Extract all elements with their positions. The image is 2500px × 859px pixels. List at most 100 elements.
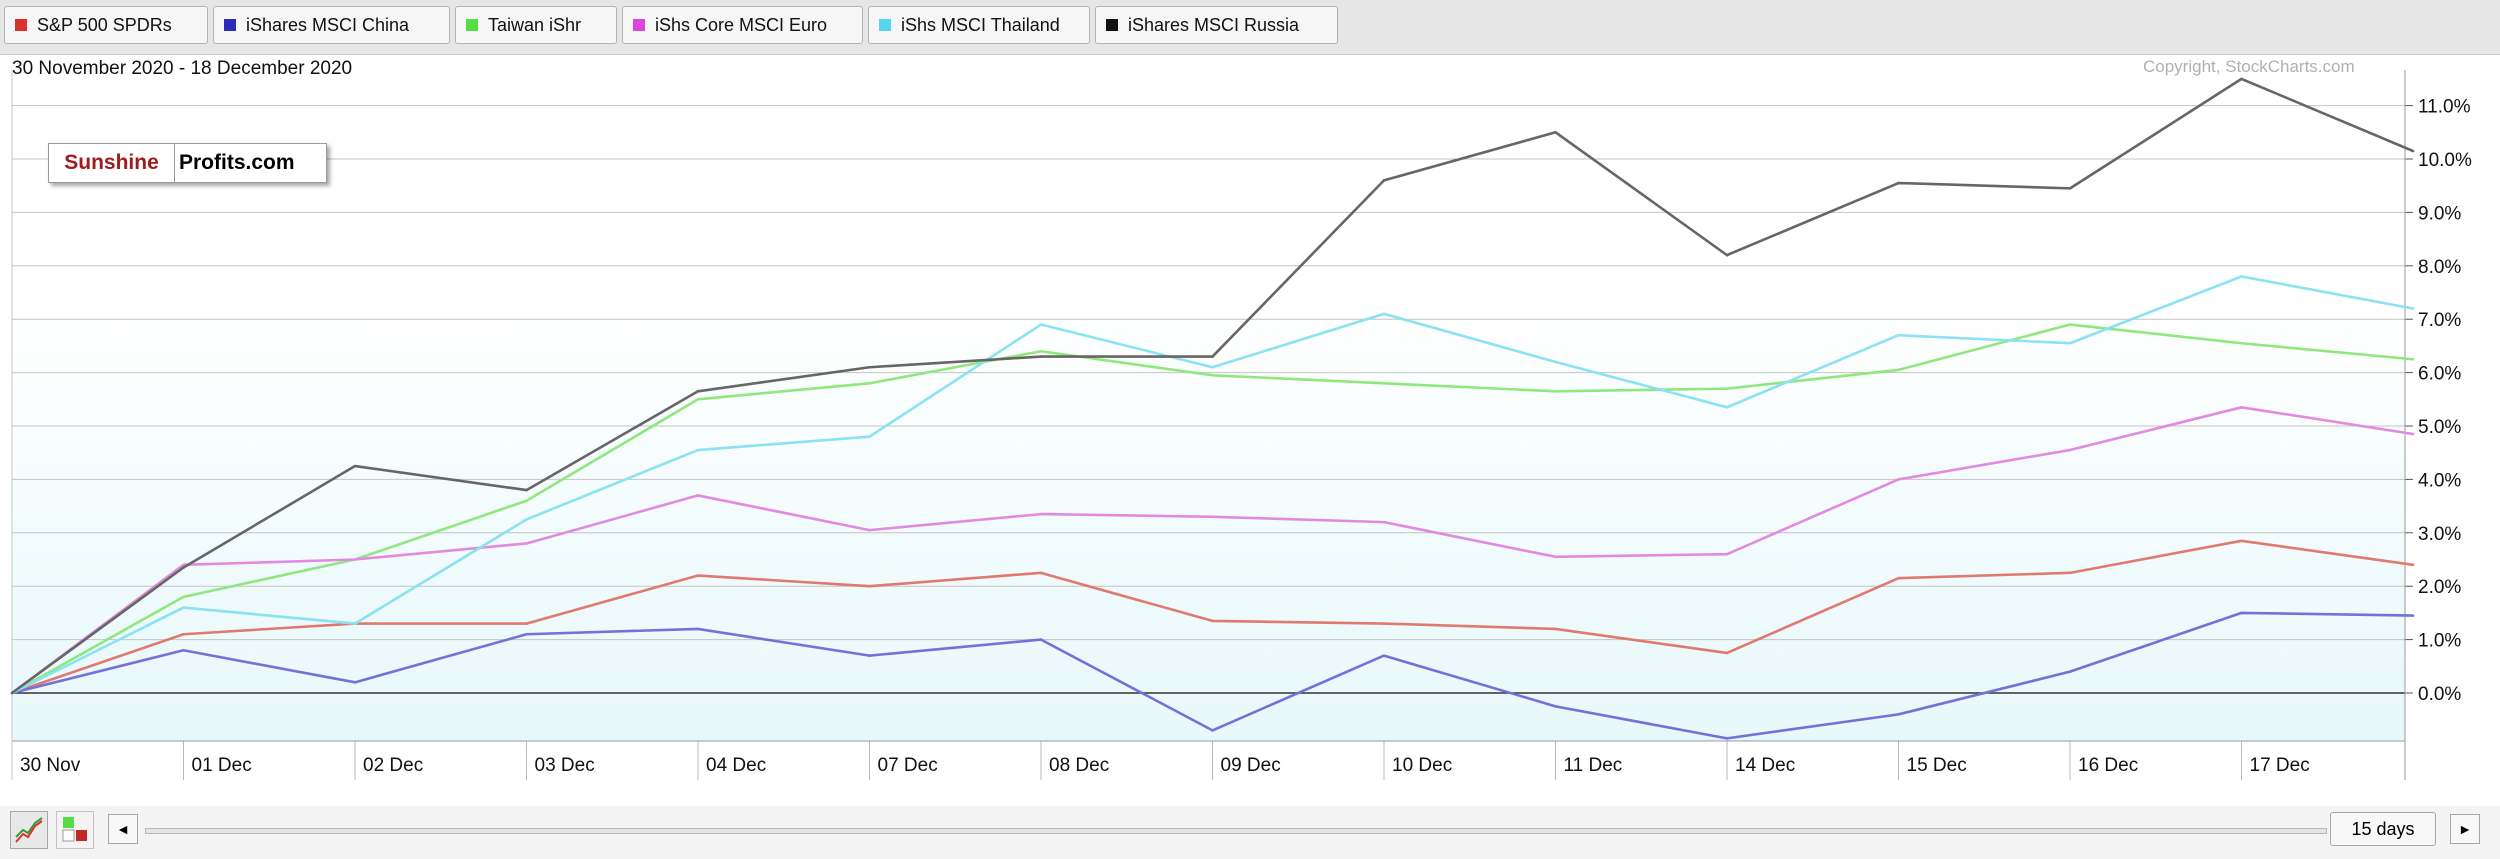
data-point xyxy=(868,584,871,588)
data-point xyxy=(182,648,185,652)
data-point xyxy=(1897,181,1900,185)
data-point xyxy=(2240,406,2243,409)
data-point xyxy=(696,398,700,401)
data-point xyxy=(525,622,528,625)
y-tick-label: 5.0% xyxy=(2418,417,2461,438)
data-point xyxy=(868,381,871,385)
x-tick-label: 14 Dec xyxy=(1735,755,1795,776)
data-point xyxy=(182,595,185,599)
data-point xyxy=(1211,515,1214,519)
data-point xyxy=(1725,737,1729,740)
y-tick-label: 1.0% xyxy=(2418,631,2461,652)
data-point xyxy=(1211,729,1214,732)
heatmap-icon[interactable] xyxy=(56,811,94,849)
legend-swatch xyxy=(466,19,478,31)
data-point xyxy=(1554,555,1557,559)
legend-swatch xyxy=(633,19,645,31)
data-point xyxy=(1897,333,1900,337)
copyright-label: Copyright, StockCharts.com xyxy=(2143,57,2355,76)
y-tick-label: 8.0% xyxy=(2418,257,2461,278)
period-button[interactable]: 15 days xyxy=(2330,812,2436,846)
scroll-right-button[interactable]: ► xyxy=(2450,814,2480,844)
legend-label: iShs MSCI Thailand xyxy=(901,14,1060,35)
data-point xyxy=(868,528,871,532)
data-point xyxy=(2240,611,2243,615)
data-point xyxy=(182,566,185,569)
data-point xyxy=(2240,275,2243,278)
data-point xyxy=(1211,373,1214,377)
data-point xyxy=(868,365,871,369)
data-point xyxy=(1897,713,1900,716)
y-tick-label: 7.0% xyxy=(2418,310,2461,331)
data-point xyxy=(696,574,700,577)
data-point xyxy=(1897,368,1900,372)
x-tick-label: 16 Dec xyxy=(2078,755,2138,776)
data-point xyxy=(1039,638,1043,641)
legend-label: iShares MSCI China xyxy=(246,14,410,35)
data-point xyxy=(696,389,700,393)
data-point xyxy=(1039,349,1043,353)
data-point xyxy=(525,488,528,492)
data-point xyxy=(1211,365,1214,369)
legend-item-2[interactable]: iShares MSCI China xyxy=(213,6,450,44)
y-tick-label: 9.0% xyxy=(2418,203,2461,224)
x-tick-label: 08 Dec xyxy=(1049,755,1109,776)
data-point xyxy=(353,558,357,561)
data-point xyxy=(2068,341,2072,345)
y-tick-label: 10.0% xyxy=(2418,150,2472,171)
data-point xyxy=(1554,705,1557,708)
data-point xyxy=(2411,563,2415,567)
data-point xyxy=(182,563,185,567)
legend-swatch xyxy=(15,19,27,31)
data-point xyxy=(1382,622,1386,625)
line-chart-icon[interactable] xyxy=(10,811,48,849)
x-tick-label: 04 Dec xyxy=(706,755,766,776)
legend-label: iShares MSCI Russia xyxy=(1128,14,1300,35)
y-tick-label: 3.0% xyxy=(2418,524,2461,545)
data-point xyxy=(1725,387,1729,390)
date-scrollbar[interactable] xyxy=(145,828,2327,834)
data-point xyxy=(2240,539,2243,543)
y-tick-label: 6.0% xyxy=(2418,364,2461,385)
data-point xyxy=(2068,187,2072,190)
data-point xyxy=(1725,651,1729,655)
legend-item-6[interactable]: iShares MSCI Russia xyxy=(1095,6,1338,44)
data-point xyxy=(1554,360,1557,364)
data-point xyxy=(2411,149,2415,153)
logo-profits-text: Profits.com xyxy=(179,151,295,174)
data-point xyxy=(525,499,528,503)
legend-label: S&P 500 SPDRs xyxy=(37,14,172,35)
y-tick-label: 4.0% xyxy=(2418,470,2461,491)
legend-item-3[interactable]: Taiwan iShr xyxy=(455,6,617,44)
data-point xyxy=(2068,448,2072,452)
legend-item-5[interactable]: iShs MSCI Thailand xyxy=(868,6,1090,44)
data-point xyxy=(1039,355,1043,358)
data-point xyxy=(1039,323,1043,326)
data-point xyxy=(10,691,14,695)
data-point xyxy=(2068,571,2072,575)
data-point xyxy=(182,632,185,636)
data-point xyxy=(1554,389,1557,393)
data-point xyxy=(525,518,528,521)
line-chart-glyph xyxy=(15,817,43,843)
data-point xyxy=(353,464,357,468)
x-tick-label: 30 Nov xyxy=(20,755,81,776)
data-point xyxy=(1211,355,1214,358)
legend-item-1[interactable]: S&P 500 SPDRs xyxy=(4,6,208,44)
x-tick-label: 01 Dec xyxy=(192,755,252,776)
data-point xyxy=(2411,307,2415,310)
legend-item-4[interactable]: iShs Core MSCI Euro xyxy=(622,6,863,44)
data-point xyxy=(1211,619,1214,623)
data-point xyxy=(2240,77,2243,81)
data-point xyxy=(1554,131,1557,134)
data-point xyxy=(868,654,871,657)
logo-sunshine-text: Sunshine xyxy=(49,144,175,182)
data-point xyxy=(2411,432,2415,436)
data-point xyxy=(353,681,357,684)
scroll-left-button[interactable]: ◄ xyxy=(108,814,138,844)
data-point xyxy=(353,622,357,625)
data-point xyxy=(2240,341,2243,345)
data-point xyxy=(696,627,700,631)
x-tick-label: 10 Dec xyxy=(1392,755,1452,776)
heatmap-glyph xyxy=(62,817,87,842)
